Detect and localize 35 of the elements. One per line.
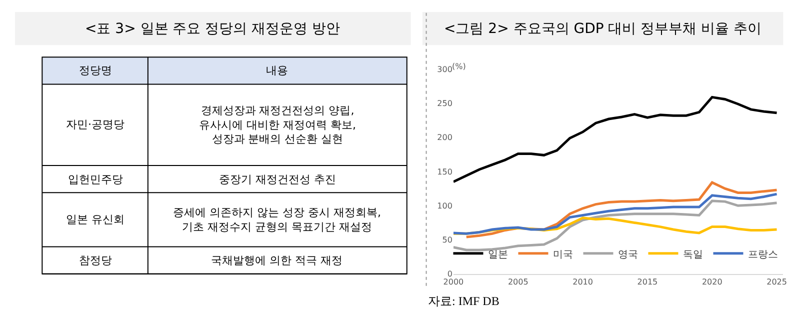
y-tick-label: 50 xyxy=(442,236,452,245)
y-tick-label: 250 xyxy=(437,99,452,108)
text: 중장기 재정건전성 추진 xyxy=(219,173,336,186)
y-tick-label: 100 xyxy=(437,201,452,210)
x-tick-label: 2025 xyxy=(766,277,787,286)
text: 경제성장과 재정건전성의 양립, 유사시에 대비한 재정여력 확보, 성장과 분배의 선순환 실현 xyxy=(199,104,356,146)
chart-title: <그림 2> 주요국의 GDP 대비 정부부채 비율 추이 xyxy=(444,21,762,37)
line-series xyxy=(453,96,778,184)
legend-label: 미국 xyxy=(553,249,574,260)
y-tick-label: 0 xyxy=(447,270,452,279)
legend-label: 영국 xyxy=(618,249,638,260)
y-axis-title: (%) xyxy=(452,62,466,71)
legend-label: 프랑스 xyxy=(748,249,778,260)
legend-label: 독일 xyxy=(683,249,704,260)
line-series xyxy=(453,192,778,235)
text: 내용 xyxy=(266,64,288,77)
x-tick-label: 2015 xyxy=(637,277,658,286)
x-tick-label: 2010 xyxy=(572,277,593,286)
text: <표 3> 일본 주요 정당의 재정운영 방안 xyxy=(85,21,340,37)
text: 정당명 xyxy=(79,64,112,77)
y-tick-label: 200 xyxy=(437,133,452,142)
y-tick-label: 300 xyxy=(437,65,452,74)
text: 증세에 의존하지 않는 성장 중시 재정회복, 기초 재정수지 균형의 목표기간 재설정 xyxy=(173,206,381,234)
x-tick-label: 2005 xyxy=(508,277,528,286)
text: 국채발행에 의한 적극 재정 xyxy=(211,254,342,267)
legend-label: 일본 xyxy=(488,249,508,260)
line-series xyxy=(453,200,778,252)
text: 자민·공명당 xyxy=(66,118,124,131)
text: 일본 유신회 xyxy=(66,213,124,226)
text: 입헌민주당 xyxy=(68,173,123,186)
y-tick-label: 150 xyxy=(437,167,452,176)
text: 참정당 xyxy=(79,254,112,267)
x-tick-label: 2020 xyxy=(702,277,722,286)
x-tick-label: 2000 xyxy=(443,277,464,286)
text: 자료: IMF DB xyxy=(428,294,500,308)
